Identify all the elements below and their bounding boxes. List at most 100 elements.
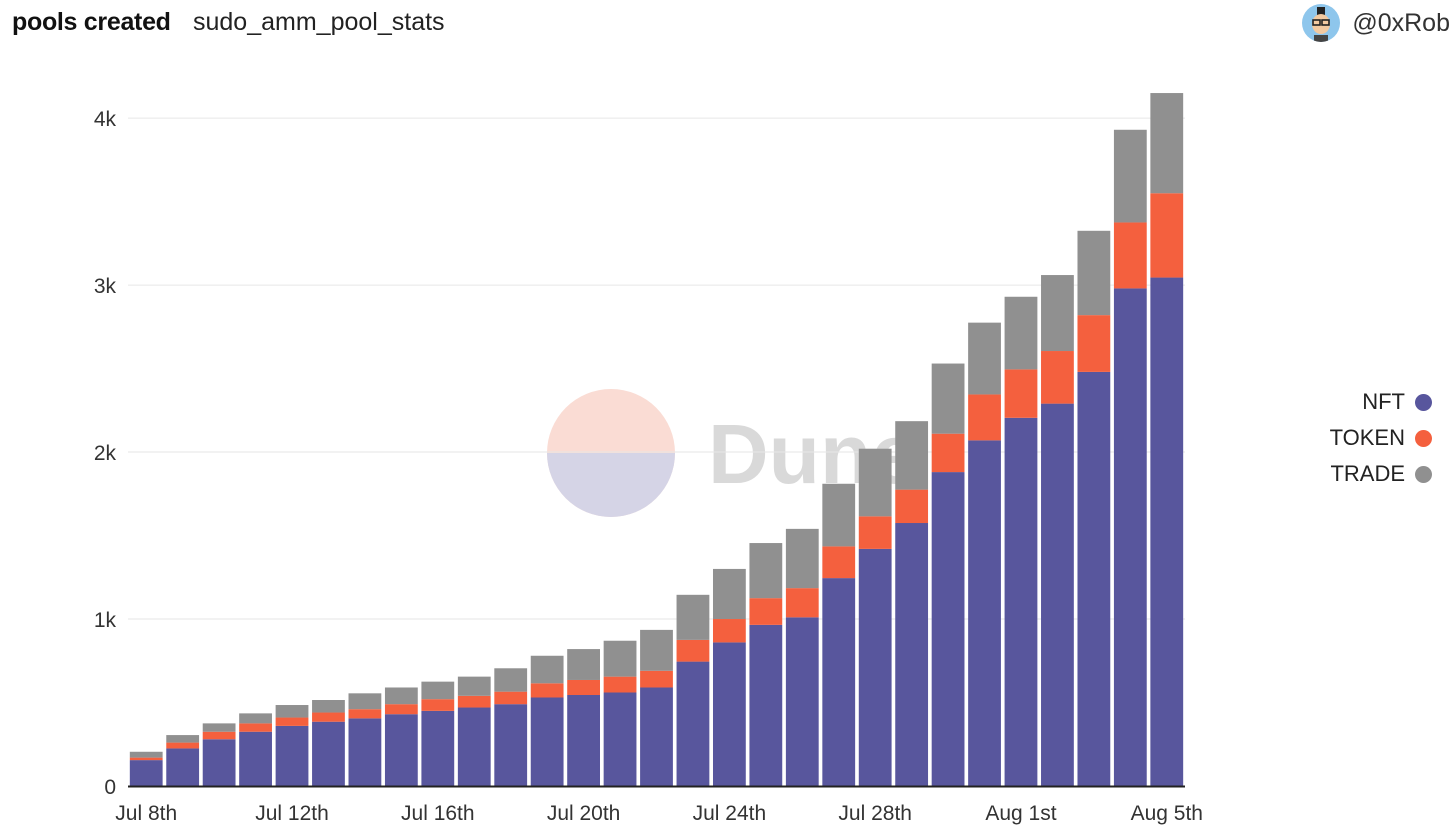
bar-trade[interactable] xyxy=(202,723,236,732)
legend-label: TRADE xyxy=(1330,461,1405,486)
bar-trade[interactable] xyxy=(348,693,382,710)
bar-trade[interactable] xyxy=(494,668,528,692)
bar-token[interactable] xyxy=(895,489,929,524)
x-tick-label: Jul 24th xyxy=(693,802,767,825)
x-tick-label: Jul 12th xyxy=(255,802,329,825)
bar-trade[interactable] xyxy=(712,568,746,620)
bar-token[interactable] xyxy=(858,516,892,549)
bar-token[interactable] xyxy=(1041,351,1074,404)
bar-token[interactable] xyxy=(457,695,491,708)
bar-token[interactable] xyxy=(239,723,272,732)
bar-token[interactable] xyxy=(931,433,965,473)
bar-token[interactable] xyxy=(785,588,819,618)
legend: NFT TOKEN TRADE xyxy=(1300,384,1432,492)
bar-token[interactable] xyxy=(494,691,528,705)
bar-trade[interactable] xyxy=(384,687,418,705)
bar-nft[interactable] xyxy=(129,760,163,786)
bar-trade[interactable] xyxy=(166,735,200,743)
bar-token[interactable] xyxy=(822,546,856,579)
legend-item-token[interactable]: TOKEN xyxy=(1300,420,1432,456)
bar-token[interactable] xyxy=(968,394,1001,441)
bar-trade[interactable] xyxy=(275,705,309,718)
bar-nft[interactable] xyxy=(202,739,236,786)
bar-token[interactable] xyxy=(348,709,382,719)
bar-trade[interactable] xyxy=(530,655,564,684)
legend-item-trade[interactable]: TRADE xyxy=(1300,456,1432,492)
bar-token[interactable] xyxy=(421,699,455,711)
bar-trade[interactable] xyxy=(1077,230,1111,316)
avatar-icon xyxy=(1302,4,1341,42)
bar-trade[interactable] xyxy=(129,751,163,758)
bar-token[interactable] xyxy=(312,712,345,722)
bar-token[interactable] xyxy=(567,679,600,695)
bar-token[interactable] xyxy=(275,717,309,726)
bar-nft[interactable] xyxy=(895,523,929,786)
bar-token[interactable] xyxy=(166,742,200,749)
bar-nft[interactable] xyxy=(166,748,200,786)
bar-trade[interactable] xyxy=(968,322,1001,395)
bar-nft[interactable] xyxy=(1150,277,1184,786)
bar-nft[interactable] xyxy=(749,624,783,786)
bar-nft[interactable] xyxy=(1077,371,1111,786)
bar-nft[interactable] xyxy=(712,642,746,786)
bar-nft[interactable] xyxy=(968,440,1001,786)
legend-item-nft[interactable]: NFT xyxy=(1300,384,1432,420)
bar-token[interactable] xyxy=(1113,222,1147,289)
bar-token[interactable] xyxy=(1150,193,1184,278)
bar-token[interactable] xyxy=(1077,315,1111,372)
bar-trade[interactable] xyxy=(421,681,455,700)
bar-token[interactable] xyxy=(129,757,163,761)
bar-trade[interactable] xyxy=(457,676,491,696)
bar-trade[interactable] xyxy=(1041,275,1074,352)
bar-trade[interactable] xyxy=(603,640,637,677)
bar-trade[interactable] xyxy=(239,713,272,724)
bar-trade[interactable] xyxy=(931,363,965,434)
query-name[interactable]: sudo_amm_pool_stats xyxy=(193,8,445,36)
bar-nft[interactable] xyxy=(1113,288,1147,786)
bar-trade[interactable] xyxy=(640,629,673,671)
bar-token[interactable] xyxy=(640,670,673,688)
bar-nft[interactable] xyxy=(567,695,600,786)
bar-token[interactable] xyxy=(676,639,710,662)
bar-nft[interactable] xyxy=(275,725,309,786)
bar-token[interactable] xyxy=(749,598,783,625)
bar-nft[interactable] xyxy=(822,578,856,786)
bar-trade[interactable] xyxy=(785,528,819,589)
bar-nft[interactable] xyxy=(530,697,564,787)
bar-token[interactable] xyxy=(384,704,418,715)
author-name[interactable]: @0xRob xyxy=(1352,8,1450,37)
bar-nft[interactable] xyxy=(457,707,491,786)
bar-token[interactable] xyxy=(530,683,564,698)
bar-nft[interactable] xyxy=(312,721,345,786)
bar-nft[interactable] xyxy=(640,687,673,786)
bar-trade[interactable] xyxy=(749,543,783,599)
bar-trade[interactable] xyxy=(567,649,600,680)
bar-nft[interactable] xyxy=(348,718,382,786)
author-badge[interactable]: @0xRob xyxy=(1302,4,1450,42)
bar-nft[interactable] xyxy=(421,710,455,786)
bar-nft[interactable] xyxy=(1004,417,1038,786)
bar-token[interactable] xyxy=(202,731,236,740)
bar-nft[interactable] xyxy=(931,472,965,786)
bar-trade[interactable] xyxy=(858,448,892,517)
bar-trade[interactable] xyxy=(895,421,929,490)
bar-token[interactable] xyxy=(1004,369,1038,418)
bar-nft[interactable] xyxy=(858,548,892,786)
bar-nft[interactable] xyxy=(603,692,637,786)
bar-trade[interactable] xyxy=(1150,93,1184,194)
bar-nft[interactable] xyxy=(494,704,528,786)
bar-nft[interactable] xyxy=(384,714,418,786)
bar-nft[interactable] xyxy=(239,731,272,786)
bar-token[interactable] xyxy=(603,676,637,693)
bar-token[interactable] xyxy=(712,619,746,643)
bar-trade[interactable] xyxy=(1004,296,1038,370)
bar-nft[interactable] xyxy=(1041,403,1074,786)
bar-trade[interactable] xyxy=(822,483,856,547)
bar-trade[interactable] xyxy=(676,594,710,640)
bar-nft[interactable] xyxy=(676,661,710,786)
y-tick-label: 4k xyxy=(94,108,117,131)
bar-trade[interactable] xyxy=(312,700,345,713)
bar-trade[interactable] xyxy=(1113,129,1147,223)
bar-nft[interactable] xyxy=(785,617,819,786)
